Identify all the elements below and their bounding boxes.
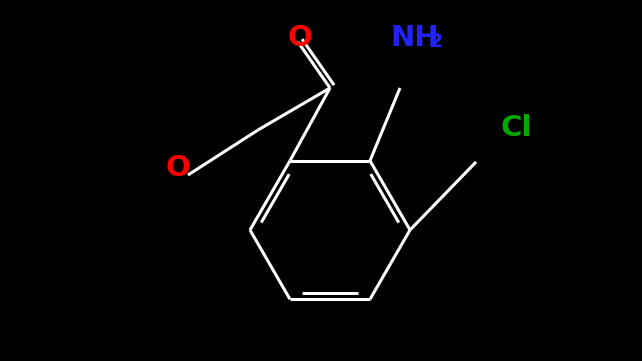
Text: 2: 2: [428, 32, 442, 51]
Text: O: O: [166, 154, 191, 182]
Text: O: O: [288, 24, 313, 52]
Text: NH: NH: [390, 24, 438, 52]
Text: Cl: Cl: [500, 114, 532, 142]
